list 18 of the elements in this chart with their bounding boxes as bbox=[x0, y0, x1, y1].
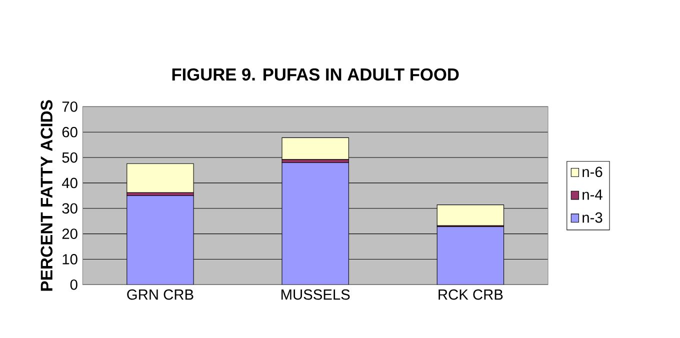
x-tick-label: MUSSELS bbox=[282, 289, 350, 300]
x-tick-label: RCK CRB bbox=[438, 289, 503, 300]
y-tick-label: 70 bbox=[62, 101, 78, 112]
y-tick-label: 20 bbox=[62, 228, 78, 239]
legend-label: n-6 bbox=[582, 166, 602, 178]
y-tick-label: 40 bbox=[62, 178, 78, 188]
y-tick-label: 0 bbox=[70, 279, 78, 290]
legend-label: n-4 bbox=[582, 190, 602, 200]
bar bbox=[126, 163, 194, 193]
legend-label: n-3 bbox=[582, 212, 602, 223]
y-tick-label: 30 bbox=[62, 203, 78, 214]
x-tick-label: GRN CRB bbox=[127, 289, 194, 300]
bar bbox=[282, 137, 349, 160]
chart-title: FIGURE 9. PUFAS IN ADULT FOOD bbox=[172, 68, 459, 81]
y-tick-label: 10 bbox=[62, 254, 78, 264]
y-tick-label: 50 bbox=[62, 152, 78, 163]
y-axis-title: PERCENT FATTY ACIDS bbox=[40, 100, 53, 291]
y-tick-label: 60 bbox=[62, 126, 78, 138]
